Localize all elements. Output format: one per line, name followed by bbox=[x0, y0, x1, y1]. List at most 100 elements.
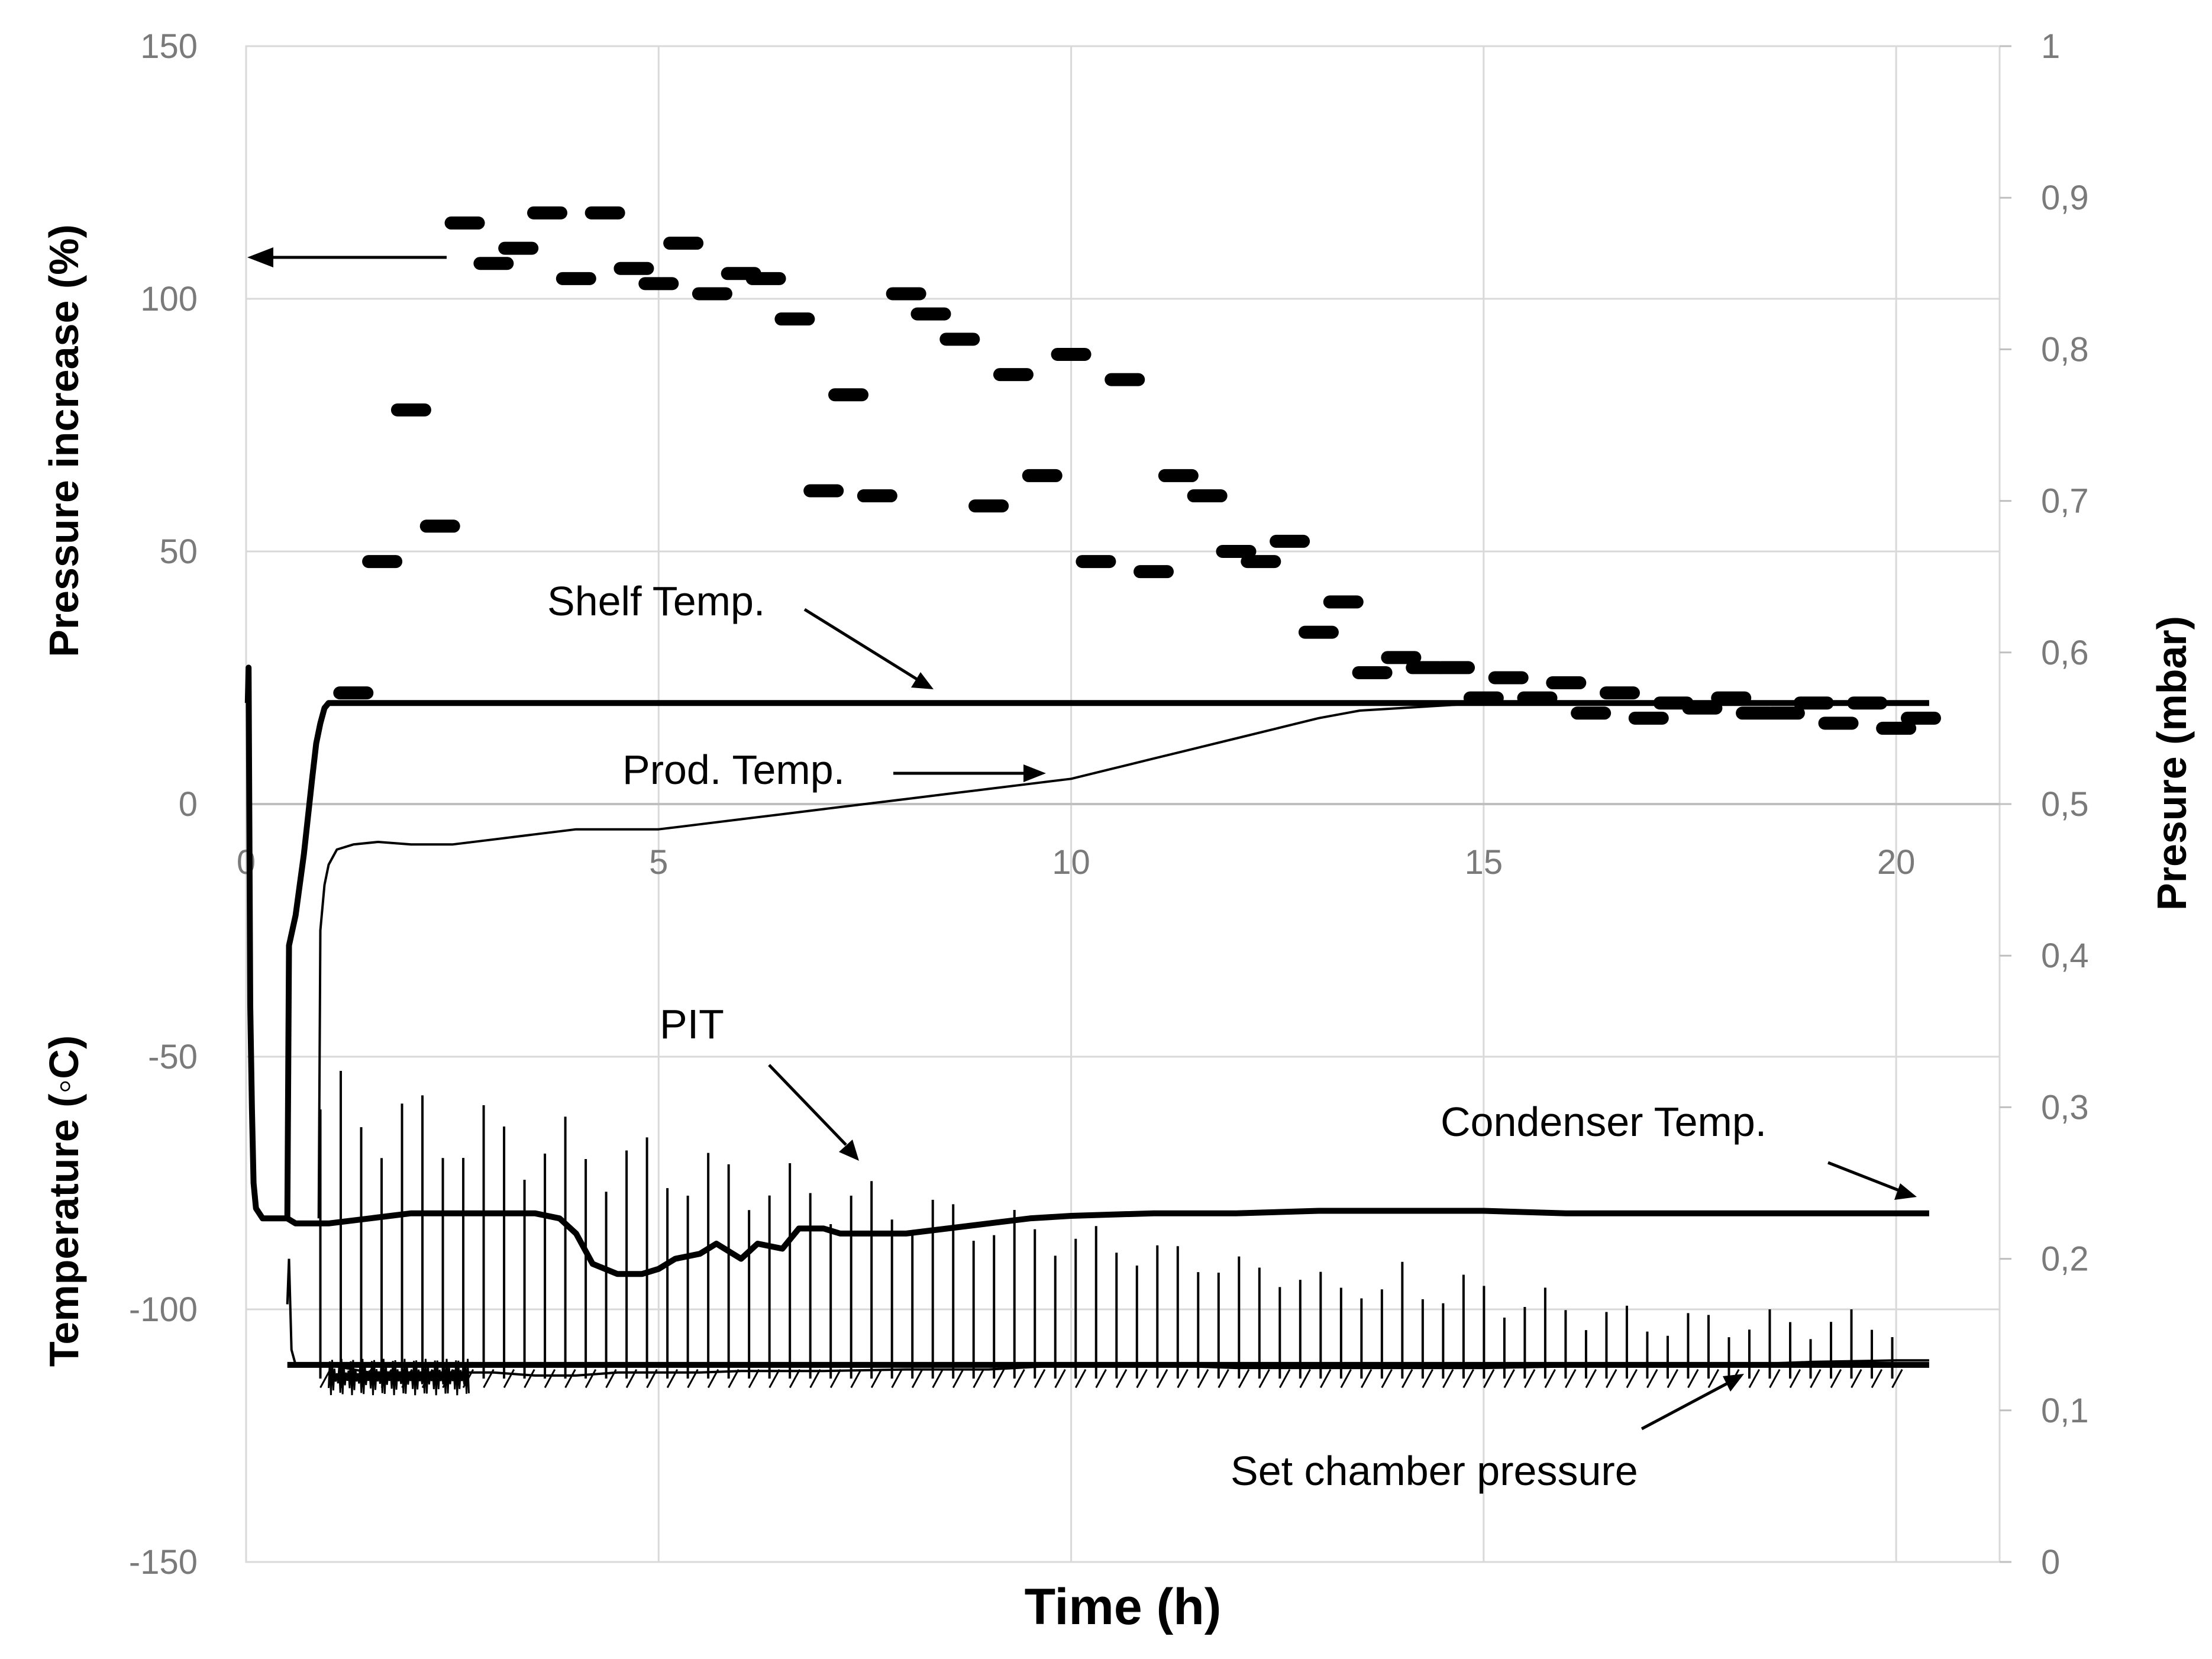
pit-recovery bbox=[768, 1368, 780, 1389]
x-tick-label: 20 bbox=[1877, 843, 1916, 882]
data-point bbox=[1818, 716, 1859, 730]
data-point bbox=[1546, 676, 1587, 690]
data-point bbox=[1381, 651, 1422, 664]
y-tick-label: -50 bbox=[148, 1038, 198, 1076]
series-pressure-increase bbox=[333, 206, 1941, 735]
pit-recovery bbox=[1136, 1368, 1148, 1389]
pit-recovery bbox=[891, 1368, 903, 1389]
x-tick-label: 5 bbox=[649, 843, 668, 882]
arrow-head-pit bbox=[839, 1140, 859, 1161]
pit-recovery bbox=[993, 1368, 1005, 1389]
pit-recovery bbox=[1851, 1368, 1862, 1389]
pit-recovery bbox=[829, 1368, 842, 1389]
data-point bbox=[939, 333, 980, 346]
pit-recovery bbox=[1544, 1368, 1556, 1389]
y-axis-title-bottom: Temperature (◦C) bbox=[41, 1035, 87, 1367]
pit-recovery bbox=[1320, 1368, 1332, 1389]
pit-recovery bbox=[625, 1368, 638, 1389]
data-point bbox=[1900, 711, 1941, 725]
data-point bbox=[1876, 721, 1917, 735]
pit-recovery bbox=[1891, 1368, 1903, 1389]
y2-tick-label: 0,9 bbox=[2041, 179, 2089, 217]
data-point bbox=[828, 388, 869, 402]
data-point bbox=[1764, 706, 1805, 720]
data-point bbox=[1352, 666, 1393, 679]
data-point bbox=[1158, 469, 1199, 482]
pit-oscillation bbox=[328, 1358, 470, 1396]
arrow-set-chamber-pressure bbox=[1641, 1382, 1729, 1431]
y2-tick-label: 1 bbox=[2041, 27, 2060, 66]
series-shelf-temp bbox=[244, 664, 1929, 1222]
pit-recovery bbox=[850, 1368, 862, 1389]
y2-tick-label: 0,2 bbox=[2041, 1240, 2089, 1279]
data-point bbox=[527, 206, 568, 220]
y2-tick-label: 0 bbox=[2041, 1543, 2060, 1581]
pit-recovery bbox=[932, 1368, 944, 1389]
annotation-prod-temp: Prod. Temp. bbox=[622, 747, 845, 793]
pit-recovery bbox=[605, 1368, 617, 1389]
pit-recovery bbox=[1565, 1368, 1577, 1389]
data-point bbox=[390, 403, 431, 417]
pit-recovery bbox=[1299, 1368, 1311, 1389]
annotation-set-chamber-pressure: Set chamber pressure bbox=[1231, 1448, 1638, 1494]
y-tick-label: -100 bbox=[129, 1290, 198, 1329]
pit-recovery bbox=[666, 1368, 679, 1389]
data-point bbox=[1298, 625, 1339, 639]
axes: 150100500-50-100-15010,90,80,70,60,50,40… bbox=[129, 27, 2089, 1581]
pit-recovery bbox=[1789, 1368, 1801, 1389]
pit-recovery bbox=[503, 1368, 515, 1389]
pit-recovery bbox=[1054, 1368, 1066, 1389]
data-point bbox=[1628, 711, 1669, 725]
data-point bbox=[1323, 595, 1364, 609]
y-tick-label: -150 bbox=[129, 1543, 198, 1581]
data-point bbox=[473, 257, 514, 270]
pit-recovery bbox=[1524, 1368, 1536, 1389]
data-point bbox=[1435, 661, 1475, 674]
data-point bbox=[613, 262, 654, 275]
data-point bbox=[1076, 555, 1116, 569]
pit-recovery bbox=[1707, 1368, 1720, 1389]
pit-recovery bbox=[1340, 1368, 1352, 1389]
pit-recovery bbox=[564, 1368, 576, 1389]
data-point bbox=[1241, 555, 1281, 569]
pit-recovery bbox=[1626, 1368, 1638, 1389]
pit-recovery bbox=[1442, 1368, 1454, 1389]
pit-recovery bbox=[707, 1368, 719, 1389]
pit-recovery bbox=[1074, 1368, 1087, 1389]
data-point bbox=[638, 277, 679, 291]
series-prod-temp bbox=[317, 702, 1929, 1219]
pit-recovery bbox=[748, 1368, 760, 1389]
pit-recovery bbox=[1034, 1368, 1046, 1389]
data-point bbox=[1571, 706, 1612, 720]
data-point bbox=[745, 272, 786, 285]
pit-recovery bbox=[789, 1368, 801, 1389]
y-tick-label: 50 bbox=[159, 532, 198, 571]
annotation-pit: PIT bbox=[660, 1001, 724, 1047]
pit-recovery bbox=[1646, 1368, 1658, 1389]
pit-recovery bbox=[1238, 1368, 1250, 1389]
data-point bbox=[1134, 565, 1174, 579]
x-tick-label: 15 bbox=[1465, 843, 1503, 882]
arrow-head-prod-temp bbox=[1023, 764, 1046, 782]
x-tick-label: 0 bbox=[237, 843, 256, 882]
pit-recovery bbox=[952, 1368, 964, 1389]
arrow-head-shelf-temp bbox=[911, 672, 934, 689]
pit-recovery bbox=[646, 1368, 658, 1389]
pit-recovery bbox=[1503, 1368, 1515, 1389]
series-pit-chamber-pressure-spikes bbox=[319, 1071, 1903, 1389]
arrow-head-condenser-temp bbox=[1894, 1183, 1917, 1200]
arrow-condenser-temp bbox=[1827, 1161, 1900, 1192]
pit-recovery bbox=[809, 1368, 821, 1389]
pit-recovery bbox=[1361, 1368, 1373, 1389]
data-point bbox=[585, 206, 625, 220]
pit-recovery bbox=[1115, 1368, 1128, 1389]
y2-tick-label: 0,4 bbox=[2041, 937, 2089, 975]
pit-recovery bbox=[1218, 1368, 1229, 1389]
pit-recovery bbox=[1462, 1368, 1474, 1389]
data-point bbox=[1216, 545, 1257, 558]
annotation-arrows bbox=[247, 247, 1917, 1431]
pit-recovery bbox=[1585, 1368, 1597, 1389]
data-point bbox=[1051, 347, 1092, 361]
series bbox=[244, 206, 1941, 1396]
pit-recovery bbox=[1606, 1368, 1617, 1389]
